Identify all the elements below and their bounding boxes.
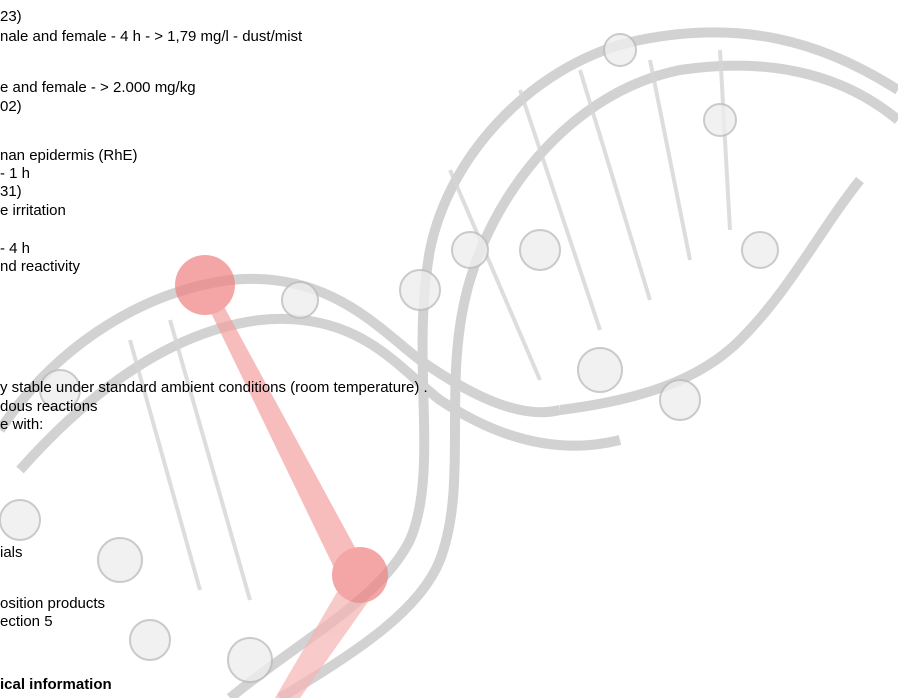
text-line: osition products (0, 595, 105, 613)
text-line: 02) (0, 98, 22, 116)
text-line: nd reactivity (0, 258, 80, 276)
text-line: nan epidermis (RhE) (0, 147, 138, 165)
text-line: e irritation (0, 202, 66, 220)
text-line: ection 5 (0, 613, 53, 631)
text-line: 31) (0, 183, 22, 201)
text-line: e and female - > 2.000 mg/kg (0, 79, 196, 97)
text-line: nale and female - 4 h - > 1,79 mg/l - du… (0, 28, 302, 46)
dna-illustration (0, 0, 898, 698)
text-line: 23) (0, 8, 22, 26)
section-heading: ical information (0, 676, 112, 694)
text-line: ials (0, 544, 23, 562)
text-line: - 4 h (0, 240, 30, 258)
text-line: e with: (0, 416, 43, 434)
text-line: dous reactions (0, 398, 98, 416)
page: 23) nale and female - 4 h - > 1,79 mg/l … (0, 0, 898, 698)
text-line: - 1 h (0, 165, 30, 183)
text-line: y stable under standard ambient conditio… (0, 379, 428, 397)
